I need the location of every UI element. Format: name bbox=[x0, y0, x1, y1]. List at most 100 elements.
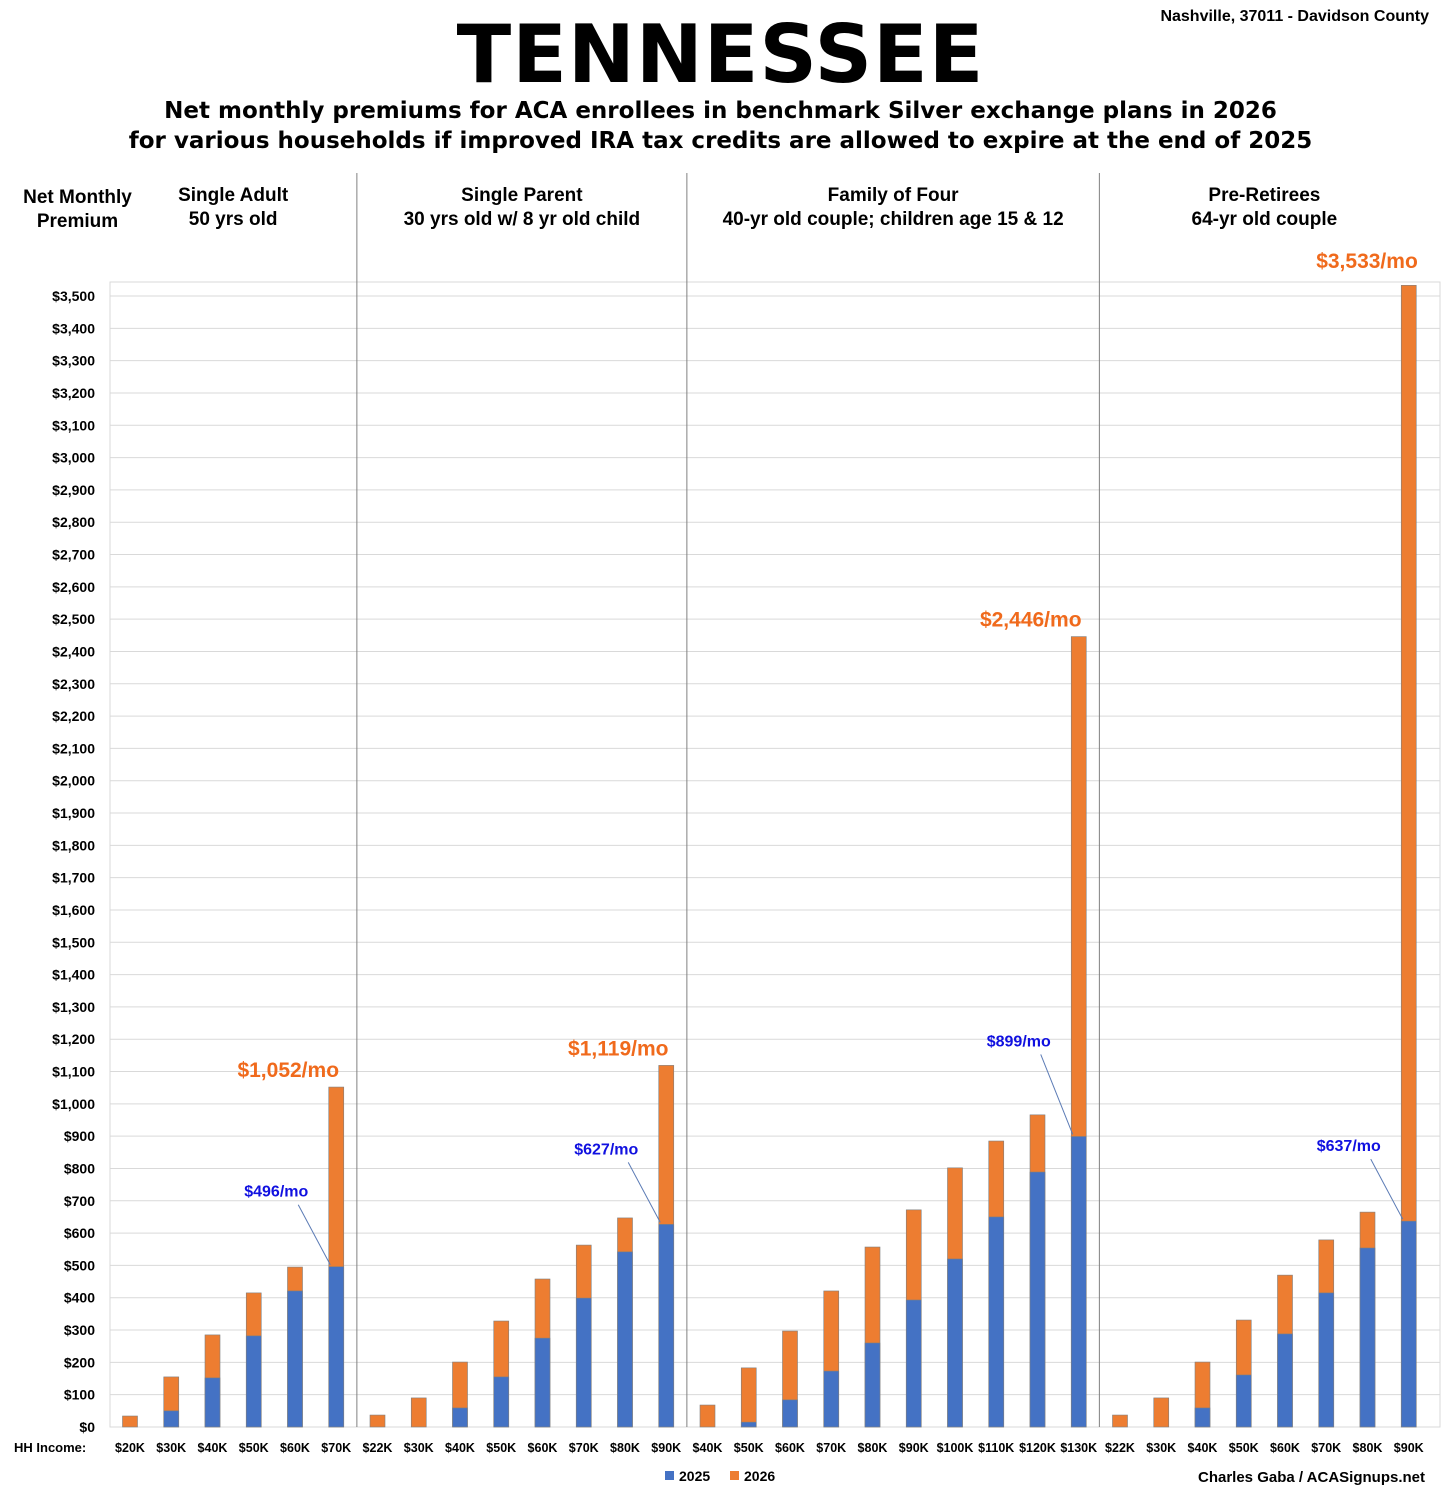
x-tick-label: $60K bbox=[280, 1441, 310, 1455]
y-tick-label: $300 bbox=[64, 1322, 95, 1338]
y-tick-label: $900 bbox=[64, 1128, 95, 1144]
credit-label: Charles Gaba / ACASignups.net bbox=[1198, 1469, 1425, 1486]
bar-2025 bbox=[782, 1399, 798, 1428]
annotation-leader-line bbox=[627, 1162, 661, 1223]
y-tick-label: $0 bbox=[79, 1419, 95, 1435]
y-tick-label: $1,200 bbox=[52, 1031, 95, 1047]
annotation-leader-line bbox=[297, 1204, 331, 1265]
bar-2025 bbox=[245, 1335, 262, 1428]
panel-header-line-2: 40-yr old couple; children age 15 & 12 bbox=[722, 209, 1064, 230]
y-tick-label: $1,000 bbox=[52, 1096, 95, 1112]
x-axis-label: HH Income: bbox=[14, 1440, 86, 1455]
bar-2025 bbox=[163, 1410, 180, 1428]
y-tick-label: $700 bbox=[64, 1193, 95, 1209]
y-tick-label: $3,500 bbox=[52, 288, 95, 304]
x-tick-label: $80K bbox=[858, 1441, 888, 1455]
y-axis-label-line-2: Premium bbox=[36, 211, 119, 232]
panel-header-line-1: Single Parent bbox=[461, 185, 583, 206]
bar-2026 bbox=[699, 1404, 716, 1428]
y-tick-label: $1,800 bbox=[52, 837, 95, 853]
annotation-2025: $496/mo bbox=[244, 1184, 308, 1201]
bar-2025 bbox=[328, 1266, 345, 1428]
x-tick-label: $90K bbox=[651, 1441, 681, 1455]
y-tick-label: $3,100 bbox=[52, 417, 95, 433]
y-axis-label: Net Monthly Premium bbox=[0, 186, 155, 234]
x-tick-label: $22K bbox=[363, 1441, 393, 1455]
panel-header-line-1: Pre-Retirees bbox=[1208, 185, 1321, 206]
y-tick-label: $1,100 bbox=[52, 1064, 95, 1080]
panel-header: Family of Four 40-yr old couple; children… bbox=[693, 184, 1093, 232]
panel-header-line-2: 64-yr old couple bbox=[1191, 209, 1338, 230]
legend-label-2025: 2025 bbox=[679, 1468, 710, 1484]
bar-2025 bbox=[493, 1376, 510, 1428]
plot-frame bbox=[109, 281, 1441, 1428]
y-tick-label: $3,200 bbox=[52, 385, 95, 401]
y-tick-label: $2,200 bbox=[52, 708, 95, 724]
x-tick-label: $80K bbox=[610, 1441, 640, 1455]
y-tick-label: $2,300 bbox=[52, 676, 95, 692]
x-tick-label: $60K bbox=[1270, 1441, 1300, 1455]
bar-2026 bbox=[1112, 1414, 1128, 1428]
y-tick-label: $3,400 bbox=[52, 320, 95, 336]
bar-2026 bbox=[369, 1414, 386, 1428]
y-tick-label: $2,100 bbox=[52, 740, 95, 756]
bar-2025 bbox=[1235, 1374, 1252, 1428]
x-tick-label: $60K bbox=[775, 1441, 805, 1455]
x-tick-label: $110K bbox=[978, 1441, 1014, 1455]
x-tick-label: $70K bbox=[321, 1441, 351, 1455]
subtitle-line-1: Net monthly premiums for ACA enrollees i… bbox=[164, 98, 1277, 124]
x-tick-label: $50K bbox=[486, 1441, 516, 1455]
y-tick-label: $2,400 bbox=[52, 643, 95, 659]
panel-header-line-2: 50 yrs old bbox=[188, 209, 278, 230]
x-tick-label: $70K bbox=[569, 1441, 599, 1455]
y-tick-label: $200 bbox=[64, 1354, 95, 1370]
bar-2026 bbox=[1153, 1397, 1170, 1428]
y-tick-label: $400 bbox=[64, 1290, 95, 1306]
x-tick-label: $40K bbox=[693, 1441, 723, 1455]
annotation-2025: $627/mo bbox=[574, 1141, 638, 1158]
y-tick-label: $800 bbox=[64, 1160, 95, 1176]
y-tick-label: $1,900 bbox=[52, 805, 95, 821]
annotation-2026: $1,119/mo bbox=[568, 1037, 668, 1060]
annotation-2026: $1,052/mo bbox=[237, 1059, 339, 1082]
y-tick-label: $1,400 bbox=[52, 967, 95, 983]
panel-header-line-2: 30 yrs old w/ 8 yr old child bbox=[403, 209, 641, 230]
bar-2026 bbox=[122, 1415, 138, 1428]
x-tick-label: $120K bbox=[1019, 1441, 1056, 1455]
bar-2025 bbox=[864, 1342, 881, 1428]
panel-header: Pre-Retirees 64-yr old couple bbox=[1064, 184, 1441, 232]
annotation-2025: $637/mo bbox=[1317, 1138, 1381, 1155]
legend-swatch-2025 bbox=[665, 1471, 674, 1480]
panel-header-line-1: Single Adult bbox=[178, 185, 289, 206]
x-tick-label: $50K bbox=[1229, 1441, 1259, 1455]
y-tick-label: $2,000 bbox=[52, 773, 95, 789]
bar-2025 bbox=[1400, 1220, 1417, 1428]
x-tick-label: $70K bbox=[816, 1441, 846, 1455]
y-tick-label: $1,300 bbox=[52, 999, 95, 1015]
bar-2025 bbox=[1277, 1333, 1293, 1428]
bar-2025 bbox=[823, 1370, 840, 1428]
x-tick-label: $130K bbox=[1060, 1441, 1097, 1455]
x-tick-label: $30K bbox=[1146, 1441, 1176, 1455]
bar-2026 bbox=[740, 1367, 757, 1428]
annotation-leader-line bbox=[1040, 1054, 1074, 1135]
bar-2025 bbox=[988, 1216, 1005, 1428]
bar-2025 bbox=[658, 1224, 675, 1428]
y-tick-label: $2,800 bbox=[52, 514, 95, 530]
bar-2025 bbox=[534, 1337, 551, 1428]
annotation-2026: $3,533/mo bbox=[1316, 250, 1418, 273]
x-tick-label: $22K bbox=[1105, 1441, 1135, 1455]
annotation-leader-line bbox=[1370, 1158, 1404, 1220]
bar-2025 bbox=[905, 1299, 922, 1428]
bar-2026 bbox=[410, 1397, 427, 1428]
x-tick-label: $90K bbox=[899, 1441, 929, 1455]
y-tick-label: $1,500 bbox=[52, 934, 95, 950]
bar-2025 bbox=[1070, 1136, 1087, 1428]
legend-swatch-2026 bbox=[730, 1471, 739, 1480]
location-label: Nashville, 37011 - Davidson County bbox=[1160, 8, 1429, 25]
y-tick-label: $1,700 bbox=[52, 870, 95, 886]
bar-2025 bbox=[204, 1377, 221, 1428]
x-tick-label: $70K bbox=[1311, 1441, 1341, 1455]
bar-2025 bbox=[947, 1258, 963, 1428]
